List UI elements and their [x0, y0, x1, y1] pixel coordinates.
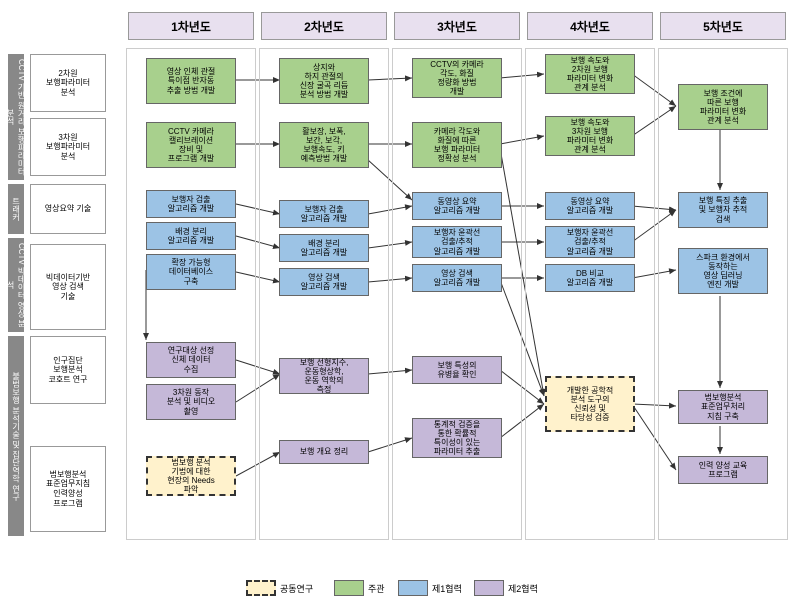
box-24: 동영상 요약알고리즘 개발	[545, 192, 635, 220]
box-4: 확장 가능형데이터베이스구축	[146, 254, 236, 290]
box-10: 보행자 검출알고리즘 개발	[279, 200, 369, 228]
legend-label-0: 공동연구	[280, 582, 313, 595]
box-12: 영상 검색알고리즘 개발	[279, 268, 369, 296]
box-3: 배경 분리알고리즘 개발	[146, 222, 236, 250]
box-19: 영상 검색알고리즘 개발	[412, 264, 502, 292]
box-28: 보행 조건에따른 보행파라미터 변화관계 분석	[678, 84, 768, 130]
box-22: 보행 속도와2차원 보행파라미터 변화관계 분석	[545, 54, 635, 94]
side-white-2: 영상요약 기술	[30, 184, 106, 234]
legend-swatch-3	[474, 580, 504, 596]
year-header-4: 5차년도	[660, 12, 786, 40]
box-5: 연구대상 선정신체 데이터수집	[146, 342, 236, 378]
box-16: 카메라 각도와화질에 따른보행 파라미터정확성 분석	[412, 122, 502, 168]
side-white-3: 빅데이터기반영상 검색기술	[30, 244, 106, 330]
side-gray-3: 불법보행 분석기술 및 집단역학 연구	[8, 336, 24, 536]
year-header-1: 2차년도	[261, 12, 387, 40]
box-13: 보행 선형지수,운동형상학,운동 역학의측정	[279, 358, 369, 394]
box-20: 보행 특성의유병율 확인	[412, 356, 502, 384]
legend-label-1: 주관	[368, 582, 385, 595]
box-11: 배경 분리알고리즘 개발	[279, 234, 369, 262]
box-32: 인력 양성 교육프로그램	[678, 456, 768, 484]
box-26: DB 비교알고리즘 개발	[545, 264, 635, 292]
box-15: CCTV의 카메라각도, 화질정량화 방법개발	[412, 58, 502, 98]
box-27: 개발한 공학적분석 도구의신뢰성 및타당성 검증	[545, 376, 635, 432]
side-gray-1: 트래커	[8, 184, 24, 234]
box-9: 활보장, 보폭,보간, 보각,보행속도, 키예측방법 개발	[279, 122, 369, 168]
box-31: 법보행분석표준업무처리지침 구축	[678, 390, 768, 424]
box-14: 보행 개요 정리	[279, 440, 369, 464]
legend-swatch-2	[398, 580, 428, 596]
box-30: 스파크 환경에서동작하는영상 딥러닝엔진 개발	[678, 248, 768, 294]
box-1: CCTV 카메라캘리브레이션장비 및프로그램 개발	[146, 122, 236, 168]
side-white-0: 2차원보행파라미터분석	[30, 54, 106, 112]
legend-swatch-1	[334, 580, 364, 596]
box-8: 상지와하지 관절의신장 굴곡 리듬분석 방법 개발	[279, 58, 369, 104]
box-2: 보행자 검출알고리즘 개발	[146, 190, 236, 218]
side-white-4: 인구집단보행분석코호트 연구	[30, 336, 106, 404]
side-white-5: 법보행분석표준업무지침인력양성프로그램	[30, 446, 106, 532]
legend-label-2: 제1협력	[432, 582, 462, 595]
side-gray-0: CCTV 기반 원거리 보행파라미터 분석	[8, 54, 24, 180]
box-21: 통계적 검증을통한 확률적특이성이 있는파라미터 추출	[412, 418, 502, 458]
box-23: 보행 속도와3차원 보행파라미터 변화관계 분석	[545, 116, 635, 156]
box-7: 법보행 분석기법에 대한현장의 Needs파악	[146, 456, 236, 496]
year-header-0: 1차년도	[128, 12, 254, 40]
box-0: 영상 인체 관절특이점 반자동추출 방법 개발	[146, 58, 236, 104]
box-18: 보행자 윤곽선검출/추적알고리즘 개발	[412, 226, 502, 258]
side-white-1: 3차원보행파라미터분석	[30, 118, 106, 176]
box-29: 보행 특징 추출및 보행자 추적검색	[678, 192, 768, 228]
box-17: 동영상 요약알고리즘 개발	[412, 192, 502, 220]
box-25: 보행자 윤곽선검출/추적알고리즘 개발	[545, 226, 635, 258]
legend-swatch-0	[246, 580, 276, 596]
side-gray-2: CCTV 빅데이터 영상 분석	[8, 238, 24, 332]
box-6: 3차원 동작분석 및 비디오촬영	[146, 384, 236, 420]
year-header-3: 4차년도	[527, 12, 653, 40]
year-header-2: 3차년도	[394, 12, 520, 40]
legend-label-3: 제2협력	[508, 582, 538, 595]
